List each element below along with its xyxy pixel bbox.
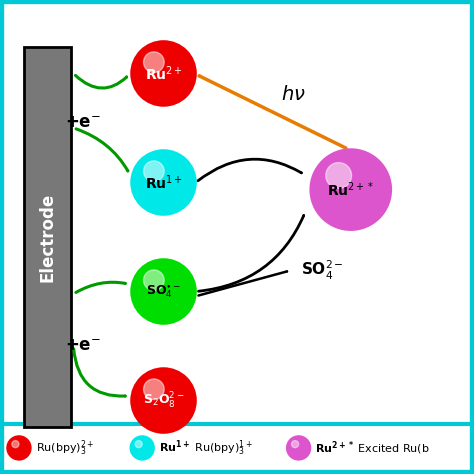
FancyArrowPatch shape (199, 216, 304, 291)
Circle shape (131, 41, 196, 106)
Circle shape (144, 161, 164, 182)
Text: +e$^{-}$: +e$^{-}$ (65, 114, 101, 132)
Text: SO$_4^{2-}$: SO$_4^{2-}$ (301, 259, 344, 282)
Circle shape (326, 163, 352, 188)
FancyArrowPatch shape (199, 272, 287, 295)
Text: Ru$^{1+}$: Ru$^{1+}$ (145, 173, 182, 192)
Text: S$_2$O$_8^{2-}$: S$_2$O$_8^{2-}$ (143, 391, 184, 410)
FancyArrowPatch shape (75, 75, 127, 88)
Text: $\mathbf{Ru^{1+}}$ Ru(bpy)$_3^{1+}$: $\mathbf{Ru^{1+}}$ Ru(bpy)$_3^{1+}$ (159, 438, 253, 458)
Circle shape (287, 436, 310, 460)
FancyArrowPatch shape (198, 159, 301, 181)
Circle shape (144, 52, 164, 73)
Circle shape (130, 436, 154, 460)
Circle shape (135, 441, 142, 447)
Text: Ru$^{2+}$: Ru$^{2+}$ (145, 64, 182, 83)
Text: $h\nu$: $h\nu$ (282, 85, 306, 104)
Text: SO$_4^{\bullet-}$: SO$_4^{\bullet-}$ (146, 283, 181, 300)
FancyArrowPatch shape (76, 282, 125, 292)
Circle shape (131, 368, 196, 433)
FancyArrowPatch shape (73, 349, 125, 396)
Circle shape (310, 149, 391, 230)
FancyArrowPatch shape (199, 76, 346, 148)
Text: $\mathbf{Ru^{2+*}}$ Excited Ru(b: $\mathbf{Ru^{2+*}}$ Excited Ru(b (315, 439, 430, 457)
FancyArrowPatch shape (76, 129, 128, 171)
Text: +e$^{-}$: +e$^{-}$ (65, 337, 101, 355)
Text: Electrode: Electrode (38, 192, 56, 282)
Bar (24, 47, 71, 427)
Circle shape (7, 436, 31, 460)
Circle shape (292, 441, 299, 447)
Text: Ru$^{2+*}$: Ru$^{2+*}$ (327, 180, 374, 199)
Circle shape (12, 441, 19, 447)
Circle shape (144, 270, 164, 291)
Circle shape (131, 259, 196, 324)
Circle shape (131, 150, 196, 215)
Circle shape (144, 379, 164, 400)
Text: Ru(bpy)$_3^{2+}$: Ru(bpy)$_3^{2+}$ (36, 438, 94, 458)
